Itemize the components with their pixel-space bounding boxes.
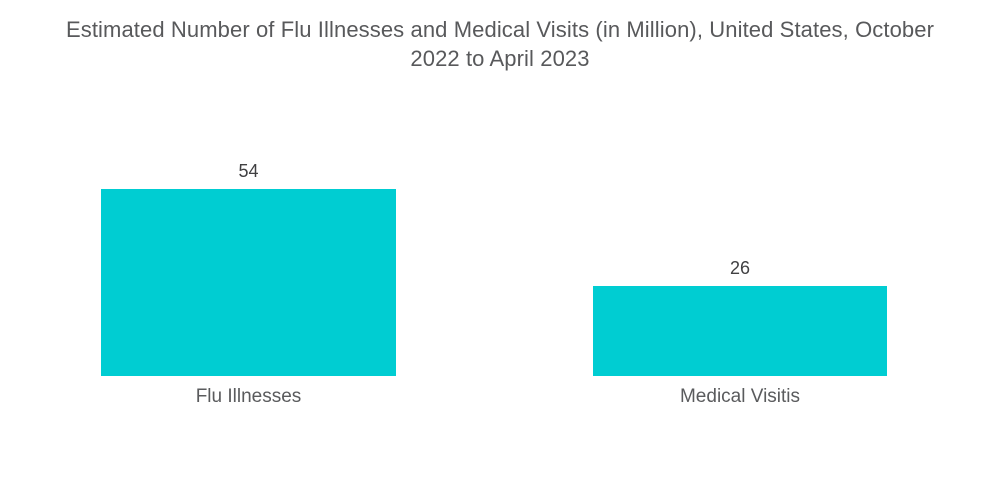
bar-group-medical-visits: 26 Medical Visitis bbox=[593, 258, 887, 406]
bar-flu-illnesses bbox=[101, 189, 396, 376]
value-label-medical-visits: 26 bbox=[729, 258, 751, 278]
chart-title-line-1: Estimated Number of Flu Illnesses and Me… bbox=[65, 17, 935, 42]
bar-group-flu-illnesses: 54 Flu Illnesses bbox=[101, 161, 396, 406]
chart-title-line-2: 2022 to April 2023 bbox=[410, 46, 590, 71]
value-label-flu-illnesses: 54 bbox=[238, 161, 259, 181]
bar-medical-visits bbox=[593, 286, 887, 376]
category-label-medical-visits: Medical Visitis bbox=[679, 386, 801, 407]
category-label-flu-illnesses: Flu Illnesses bbox=[195, 386, 302, 407]
chart-title: Estimated Number of Flu Illnesses and Me… bbox=[0, 0, 1000, 73]
